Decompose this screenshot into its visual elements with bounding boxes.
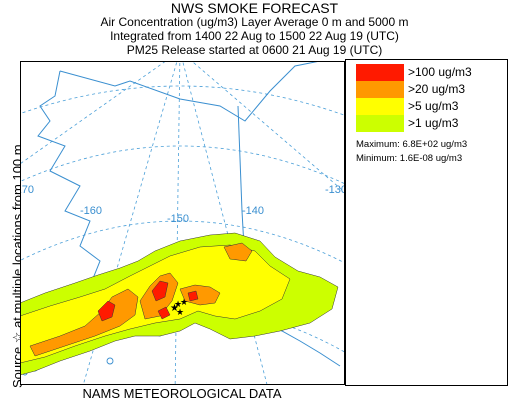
integration-period: Integrated from 1400 22 Aug to 1500 22 A…: [110, 29, 399, 43]
forecast-title: NWS SMOKE FORECAST: [170, 0, 339, 16]
legend-swatch: [356, 81, 404, 98]
svg-text:★: ★: [180, 298, 188, 308]
svg-text:★: ★: [174, 300, 182, 310]
minimum-value: Minimum: 1.6E-08 ug/m3: [356, 153, 463, 164]
legend-swatch: [356, 98, 404, 115]
legend-entry: >20 ug/m3: [356, 81, 503, 98]
longitude-labels: -170 -160 -150 -140 -130: [20, 184, 345, 225]
smoke-source-markers: ★ ★ ★ ★: [170, 298, 188, 318]
release-time: PM25 Release started at 0600 21 Aug 19 (…: [126, 43, 383, 57]
legend-entry: >100 ug/m3: [356, 64, 503, 81]
maximum-value: Maximum: 6.8E+02 ug/m3: [356, 139, 468, 150]
smoke-level-100: [97, 280, 199, 322]
lon-label: -160: [80, 205, 102, 217]
map-frame: [20, 61, 345, 385]
legend-swatch: [356, 64, 404, 81]
legend-label: >5 ug/m3: [408, 99, 459, 113]
svg-text:★: ★: [176, 308, 184, 318]
legend-swatch: [356, 115, 404, 132]
legend-label: >20 ug/m3: [408, 82, 466, 96]
smoke-map: ★ ★ ★ ★ -170 -160 -150 -140 -130: [20, 61, 345, 385]
legend-entry: >5 ug/m3: [356, 98, 503, 115]
legend-entry: >1 ug/m3: [356, 115, 503, 132]
legend-label: >100 ug/m3: [408, 65, 472, 79]
concentration-subtitle: Air Concentration (ug/m3) Layer Average …: [100, 15, 409, 29]
svg-text:★: ★: [170, 303, 179, 314]
lon-label: -140: [242, 205, 264, 217]
lon-label: -130: [325, 184, 345, 196]
legend-label: >1 ug/m3: [408, 116, 459, 130]
lon-label: -150: [167, 213, 189, 225]
meteorological-data-label: NAMS METEOROLOGICAL DATA: [82, 386, 282, 401]
lon-label: -170: [20, 184, 34, 196]
legend-panel: >100 ug/m3 >20 ug/m3 >5 ug/m3 >1 ug/m3 M…: [345, 59, 508, 386]
